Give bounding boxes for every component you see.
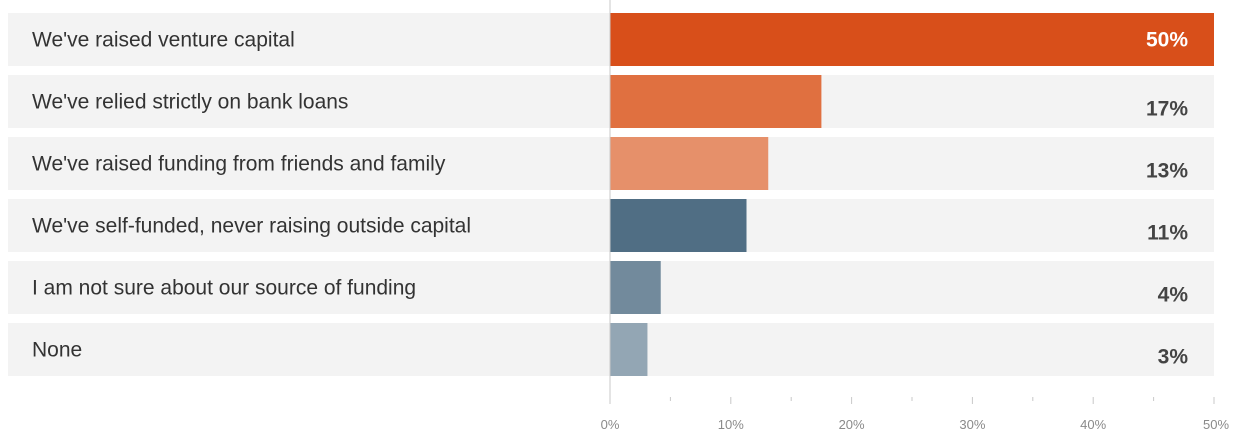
category-label: I am not sure about our source of fundin… [32,277,416,300]
value-label: 3% [1158,346,1189,369]
category-label: We've relied strictly on bank loans [32,91,348,114]
category-label: We've raised funding from friends and fa… [32,153,446,176]
x-tick-label: 30% [959,417,985,432]
value-label: 17% [1146,98,1188,121]
value-label: 13% [1146,160,1188,183]
x-tick-label: 10% [718,417,744,432]
value-label: 50% [1146,29,1188,52]
x-tick-label: 20% [839,417,865,432]
category-label: We've raised venture capital [32,29,295,52]
bar [610,75,822,128]
bar [610,323,648,376]
category-label: We've self-funded, never raising outside… [32,215,471,238]
bar [610,137,769,190]
x-tick-label: 40% [1080,417,1106,432]
category-label: None [32,339,82,362]
value-label: 4% [1158,284,1189,307]
x-tick-label: 0% [601,417,620,432]
bar [610,13,1214,66]
x-tick-label: 50% [1203,417,1229,432]
bar [610,199,747,252]
value-label: 11% [1147,222,1188,245]
bar [610,261,661,314]
